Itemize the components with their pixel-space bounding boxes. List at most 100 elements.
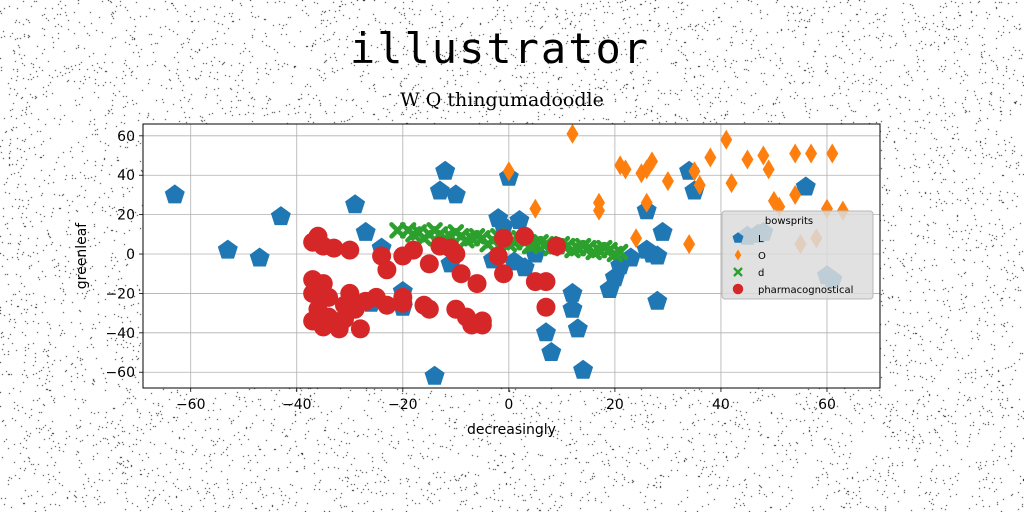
legend-label-L: L xyxy=(758,234,764,245)
data-point-pharmacognostical xyxy=(403,240,423,260)
data-point-d xyxy=(479,235,496,253)
data-point-L xyxy=(249,247,270,267)
data-point-d xyxy=(415,230,433,247)
data-point-O xyxy=(592,192,605,213)
data-point-L xyxy=(217,239,238,259)
data-point-L xyxy=(429,180,450,200)
data-point-L xyxy=(445,184,466,204)
data-point-O xyxy=(640,192,653,213)
legend-title: bowsprits xyxy=(765,216,813,227)
data-marks xyxy=(164,123,849,385)
x-tick-label: −20 xyxy=(388,397,418,413)
data-point-pharmacognostical xyxy=(488,246,508,266)
data-point-L xyxy=(795,176,816,196)
y-tick-label: 20 xyxy=(117,208,135,224)
data-point-L xyxy=(562,298,583,318)
data-point-O xyxy=(826,143,839,164)
legend-label-d: d xyxy=(758,268,764,279)
data-point-L xyxy=(636,239,657,259)
data-point-L xyxy=(541,342,562,361)
data-point-L xyxy=(164,184,185,204)
legend-marker-pharmacognostical xyxy=(732,283,744,295)
x-tick-label: 60 xyxy=(818,397,836,413)
y-tick-label: 60 xyxy=(117,129,135,145)
data-point-L xyxy=(562,282,583,302)
data-point-d xyxy=(458,231,475,249)
data-point-O xyxy=(693,175,706,196)
data-point-pharmacognostical xyxy=(377,295,397,315)
y-tick-label: 40 xyxy=(117,168,135,184)
data-point-O xyxy=(757,145,770,166)
legend-box xyxy=(721,210,874,300)
data-point-pharmacognostical xyxy=(494,228,514,248)
data-point-pharmacognostical xyxy=(451,264,471,284)
data-point-L xyxy=(620,247,641,267)
chart-title: illustrator xyxy=(349,24,651,73)
data-point-pharmacognostical xyxy=(515,226,535,246)
data-point-pharmacognostical xyxy=(350,319,370,339)
data-point-L xyxy=(270,206,291,226)
data-point-O xyxy=(566,123,579,144)
data-point-pharmacognostical xyxy=(419,299,439,319)
x-axis-label: decreasingly xyxy=(467,422,556,438)
data-point-pharmacognostical xyxy=(340,240,360,260)
legend-label-O: O xyxy=(758,251,766,262)
data-point-L xyxy=(355,221,376,241)
series-pharmacognostical xyxy=(303,226,567,339)
legend-marker-L xyxy=(732,232,744,243)
y-tick-label: −40 xyxy=(105,326,135,342)
data-point-O xyxy=(502,161,515,182)
data-point-L xyxy=(567,318,588,338)
y-axis-label: greenleaf xyxy=(74,222,90,290)
y-tick-label: 0 xyxy=(126,247,135,263)
data-point-L xyxy=(345,194,366,214)
legend-label-pharmacognostical: pharmacognostical xyxy=(758,285,853,296)
y-tick-label: −20 xyxy=(105,286,135,302)
x-tick-label: 20 xyxy=(606,397,624,413)
data-point-O xyxy=(725,173,738,194)
data-point-L xyxy=(424,365,445,385)
data-point-O xyxy=(661,171,674,192)
legend: bowsprits LOd pharmacognostical xyxy=(721,210,874,300)
data-point-O xyxy=(619,159,632,180)
chart-subtitle: W Q thingumadoodle xyxy=(400,89,604,111)
data-point-O xyxy=(741,149,754,170)
data-point-pharmacognostical xyxy=(536,297,556,317)
data-point-L xyxy=(435,160,456,180)
data-point-d xyxy=(606,245,624,263)
data-point-O xyxy=(762,159,775,180)
data-point-L xyxy=(514,257,535,277)
data-point-O xyxy=(720,129,733,150)
data-point-O xyxy=(688,161,701,182)
data-point-L xyxy=(647,290,668,310)
legend-marker-d xyxy=(733,267,743,277)
data-point-pharmacognostical xyxy=(324,311,344,331)
data-point-d xyxy=(564,241,581,259)
data-point-pharmacognostical xyxy=(536,272,556,292)
data-point-L xyxy=(536,322,556,342)
x-tick-label: 40 xyxy=(712,397,730,413)
data-point-O xyxy=(704,147,717,168)
data-point-pharmacognostical xyxy=(303,283,323,303)
y-tick-label: −60 xyxy=(105,365,135,381)
data-point-pharmacognostical xyxy=(467,274,487,294)
data-point-O xyxy=(789,184,802,205)
data-point-O xyxy=(683,234,696,255)
data-point-O xyxy=(630,228,643,249)
data-point-O xyxy=(646,151,659,172)
data-point-pharmacognostical xyxy=(472,311,492,331)
data-point-pharmacognostical xyxy=(324,238,344,258)
x-tick-label: −60 xyxy=(176,397,206,413)
legend-marker-O xyxy=(734,249,742,261)
data-point-pharmacognostical xyxy=(547,236,567,256)
data-point-O xyxy=(805,143,818,164)
data-point-pharmacognostical xyxy=(393,293,413,313)
data-point-pharmacognostical xyxy=(340,283,360,303)
data-point-pharmacognostical xyxy=(377,260,397,280)
axis-ticks: −60 −40 −20 0 20 40 60 −60 −40 −20 0 20 40 60 xyxy=(105,129,835,413)
data-point-L xyxy=(493,215,514,235)
data-point-O xyxy=(529,198,542,219)
data-point-L xyxy=(573,359,594,379)
data-point-pharmacognostical xyxy=(419,254,439,274)
data-point-pharmacognostical xyxy=(494,264,514,284)
